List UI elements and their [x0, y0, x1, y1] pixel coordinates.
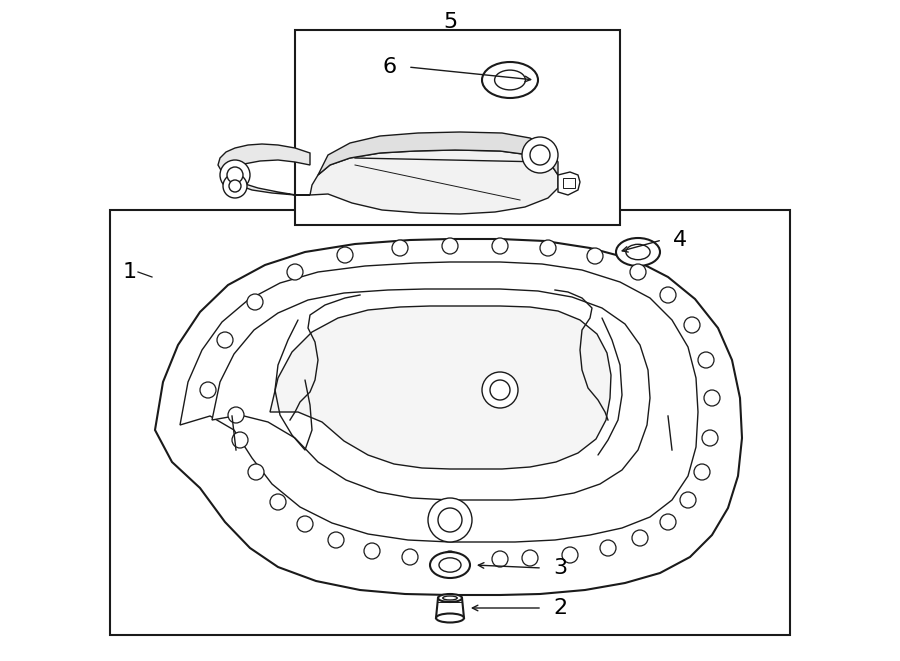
- Text: 2: 2: [553, 598, 567, 618]
- Polygon shape: [180, 262, 698, 542]
- Circle shape: [660, 287, 676, 303]
- Circle shape: [540, 240, 556, 256]
- Circle shape: [442, 238, 458, 254]
- Circle shape: [632, 530, 648, 546]
- Circle shape: [247, 294, 263, 310]
- Text: 3: 3: [553, 558, 567, 578]
- Text: 4: 4: [673, 230, 687, 250]
- Circle shape: [694, 464, 710, 480]
- Circle shape: [248, 464, 264, 480]
- Circle shape: [680, 492, 696, 508]
- Circle shape: [220, 160, 250, 190]
- Circle shape: [270, 494, 286, 510]
- Circle shape: [684, 317, 700, 333]
- Circle shape: [438, 508, 462, 532]
- Circle shape: [600, 540, 616, 556]
- Circle shape: [630, 264, 646, 280]
- Circle shape: [530, 145, 550, 165]
- Circle shape: [297, 516, 313, 532]
- Bar: [295, 30, 620, 225]
- Circle shape: [490, 380, 510, 400]
- Ellipse shape: [626, 245, 650, 260]
- Polygon shape: [155, 239, 742, 595]
- Circle shape: [227, 167, 243, 183]
- Circle shape: [482, 372, 518, 408]
- Circle shape: [337, 247, 353, 263]
- Circle shape: [704, 390, 720, 406]
- Bar: [563, 178, 575, 188]
- Circle shape: [522, 137, 558, 173]
- Circle shape: [392, 240, 408, 256]
- Polygon shape: [218, 144, 310, 195]
- Circle shape: [287, 264, 303, 280]
- Circle shape: [428, 498, 472, 542]
- Circle shape: [698, 352, 714, 368]
- Circle shape: [402, 549, 418, 565]
- Ellipse shape: [439, 558, 461, 572]
- Text: 1: 1: [123, 262, 137, 282]
- Circle shape: [660, 514, 676, 530]
- Circle shape: [200, 382, 216, 398]
- Circle shape: [228, 407, 244, 423]
- Ellipse shape: [495, 70, 526, 90]
- Ellipse shape: [438, 594, 462, 602]
- Ellipse shape: [482, 62, 538, 98]
- Ellipse shape: [443, 596, 457, 600]
- Circle shape: [217, 332, 233, 348]
- Circle shape: [587, 248, 603, 264]
- Ellipse shape: [430, 552, 470, 578]
- Text: 5: 5: [443, 12, 457, 32]
- Bar: [110, 210, 790, 635]
- Polygon shape: [212, 289, 650, 500]
- Circle shape: [522, 550, 538, 566]
- Circle shape: [492, 238, 508, 254]
- Circle shape: [229, 180, 241, 192]
- Circle shape: [364, 543, 380, 559]
- Polygon shape: [310, 150, 558, 214]
- Circle shape: [442, 551, 458, 567]
- Circle shape: [702, 430, 718, 446]
- Circle shape: [223, 174, 247, 198]
- Circle shape: [328, 532, 344, 548]
- Circle shape: [562, 547, 578, 563]
- Circle shape: [492, 551, 508, 567]
- Polygon shape: [558, 172, 580, 195]
- Ellipse shape: [616, 238, 660, 266]
- Polygon shape: [270, 306, 611, 469]
- Ellipse shape: [436, 613, 464, 623]
- Circle shape: [232, 432, 248, 448]
- Polygon shape: [318, 132, 558, 175]
- Text: 6: 6: [382, 57, 397, 77]
